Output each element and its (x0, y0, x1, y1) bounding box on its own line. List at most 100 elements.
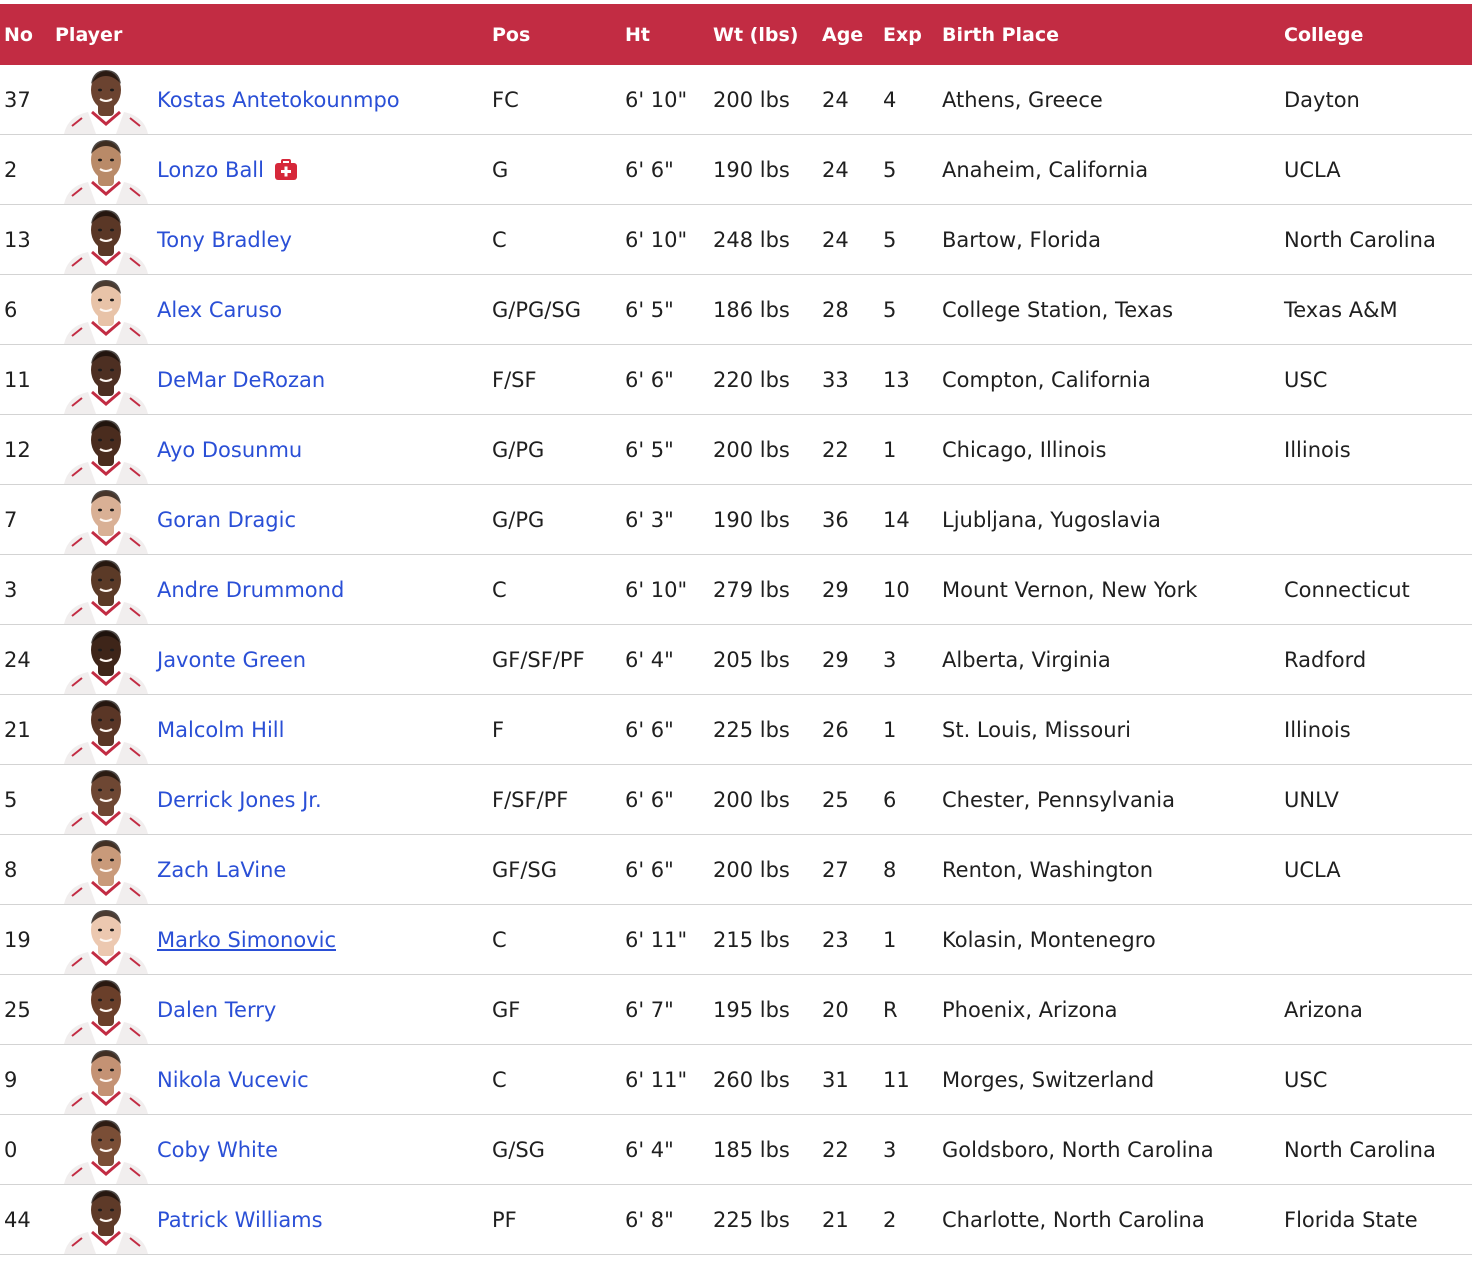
player-name: Zach LaVine (157, 857, 287, 882)
player-name-link[interactable]: Zach LaVine (157, 858, 286, 882)
player-name: Javonte Green (157, 647, 307, 672)
player-birth-place: Chester, Pennsylvania (942, 787, 1175, 812)
player-height: 6' 3" (625, 507, 674, 532)
player-position: F/SF (492, 367, 537, 392)
player-headshot[interactable] (58, 1046, 154, 1114)
player-height: 6' 10" (625, 227, 688, 252)
player-name-link[interactable]: Patrick Williams (157, 1208, 323, 1232)
table-row: 8 Zach LaVine GF/SG 6' 6" 200 lbs 27 8 Renton, … (0, 835, 1472, 905)
player-headshot[interactable] (58, 276, 154, 344)
player-age: 24 (822, 87, 849, 112)
player-weight: 215 lbs (713, 927, 790, 952)
table-row: 19 Marko Simonovic C 6' 11" 215 lbs 23 1 Kolasi… (0, 905, 1472, 975)
player-headshot[interactable] (58, 976, 154, 1044)
table-row: 24 Javonte Green GF/SF/PF 6' 4" 205 lbs 29 3 Al… (0, 625, 1472, 695)
player-avatar-icon (64, 420, 148, 484)
player-weight: 200 lbs (713, 437, 790, 462)
player-name-link[interactable]: Goran Dragic (157, 508, 296, 532)
player-position: C (492, 927, 507, 952)
player-avatar-icon (64, 280, 148, 344)
col-header-no[interactable]: No (4, 23, 33, 46)
player-name-link[interactable]: DeMar DeRozan (157, 368, 325, 392)
player-name-link[interactable]: Lonzo Ball (157, 158, 298, 182)
table-row: 2 Lonzo Ball G 6' 6" 190 lbs 24 5 Anaheim, Cali… (0, 135, 1472, 205)
player-name: Ayo Dosunmu (157, 437, 303, 462)
player-position: GF (492, 997, 521, 1022)
player-name-link[interactable]: Andre Drummond (157, 578, 344, 602)
player-name-link[interactable]: Dalen Terry (157, 998, 276, 1022)
player-headshot[interactable] (58, 416, 154, 484)
player-name-link[interactable]: Javonte Green (157, 648, 306, 672)
player-position: G/SG (492, 1137, 545, 1162)
player-name-link[interactable]: Nikola Vucevic (157, 1068, 309, 1092)
player-name-link[interactable]: Ayo Dosunmu (157, 438, 302, 462)
player-age: 21 (822, 1207, 849, 1232)
player-name-link[interactable]: Coby White (157, 1138, 278, 1162)
player-experience: 1 (883, 437, 897, 462)
player-number: 19 (4, 927, 31, 952)
player-headshot[interactable] (58, 626, 154, 694)
col-header-ht[interactable]: Ht (625, 23, 650, 46)
player-college: Florida State (1284, 1207, 1418, 1232)
player-college: Illinois (1284, 437, 1351, 462)
player-headshot[interactable] (58, 136, 154, 204)
player-weight: 225 lbs (713, 1207, 790, 1232)
col-header-wt[interactable]: Wt (lbs) (713, 23, 799, 46)
col-header-college[interactable]: College (1284, 23, 1364, 46)
player-number: 12 (4, 437, 31, 462)
player-headshot[interactable] (58, 206, 154, 274)
player-name-link[interactable]: Malcolm Hill (157, 718, 284, 742)
player-headshot[interactable] (58, 1186, 154, 1254)
player-number: 37 (4, 87, 31, 112)
player-experience: 13 (883, 367, 910, 392)
table-row: 7 Goran Dragic G/PG 6' 3" 190 lbs 36 14 Ljublja… (0, 485, 1472, 555)
player-position: GF/SG (492, 857, 558, 882)
col-header-pos[interactable]: Pos (492, 23, 531, 46)
player-headshot[interactable] (58, 696, 154, 764)
player-headshot[interactable] (58, 906, 154, 974)
player-headshot[interactable] (58, 66, 154, 134)
player-number: 6 (4, 297, 18, 322)
col-header-age[interactable]: Age (822, 23, 864, 46)
player-headshot[interactable] (58, 836, 154, 904)
player-number: 44 (4, 1207, 31, 1232)
player-college: UCLA (1284, 157, 1341, 182)
player-experience: 3 (883, 1137, 897, 1162)
player-weight: 205 lbs (713, 647, 790, 672)
player-name-link[interactable]: Alex Caruso (157, 298, 282, 322)
player-headshot[interactable] (58, 346, 154, 414)
player-name-link[interactable]: Marko Simonovic (157, 928, 336, 952)
player-position: F/SF/PF (492, 787, 569, 812)
player-avatar-icon (64, 490, 148, 554)
col-header-player[interactable]: Player (55, 23, 123, 46)
player-avatar-icon (64, 210, 148, 274)
player-headshot[interactable] (58, 486, 154, 554)
player-name-link[interactable]: Kostas Antetokounmpo (157, 88, 400, 112)
player-headshot[interactable] (58, 766, 154, 834)
first-aid-kit-icon[interactable] (274, 158, 298, 181)
player-name: Patrick Williams (157, 1207, 323, 1232)
player-number: 21 (4, 717, 31, 742)
player-height: 6' 7" (625, 997, 674, 1022)
table-row: 11 DeMar DeRozan F/SF 6' 6" 220 lbs 33 13 Compt… (0, 345, 1472, 415)
player-position: C (492, 227, 507, 252)
col-header-birth-place[interactable]: Birth Place (942, 23, 1059, 46)
col-header-exp[interactable]: Exp (883, 23, 922, 46)
player-name-link[interactable]: Tony Bradley (157, 228, 292, 252)
player-headshot[interactable] (58, 556, 154, 624)
player-weight: 200 lbs (713, 857, 790, 882)
player-headshot[interactable] (58, 1116, 154, 1184)
player-avatar-icon (64, 980, 148, 1044)
player-weight: 225 lbs (713, 717, 790, 742)
player-number: 13 (4, 227, 31, 252)
player-name-link[interactable]: Derrick Jones Jr. (157, 788, 322, 812)
player-weight: 260 lbs (713, 1067, 790, 1092)
player-birth-place: Kolasin, Montenegro (942, 927, 1156, 952)
player-college: North Carolina (1284, 1137, 1436, 1162)
player-birth-place: Bartow, Florida (942, 227, 1101, 252)
player-birth-place: Mount Vernon, New York (942, 577, 1198, 602)
player-number: 2 (4, 157, 18, 182)
player-birth-place: St. Louis, Missouri (942, 717, 1131, 742)
player-birth-place: Goldsboro, North Carolina (942, 1137, 1214, 1162)
table-row: 13 Tony Bradley C 6' 10" 248 lbs 24 5 Bartow, F… (0, 205, 1472, 275)
